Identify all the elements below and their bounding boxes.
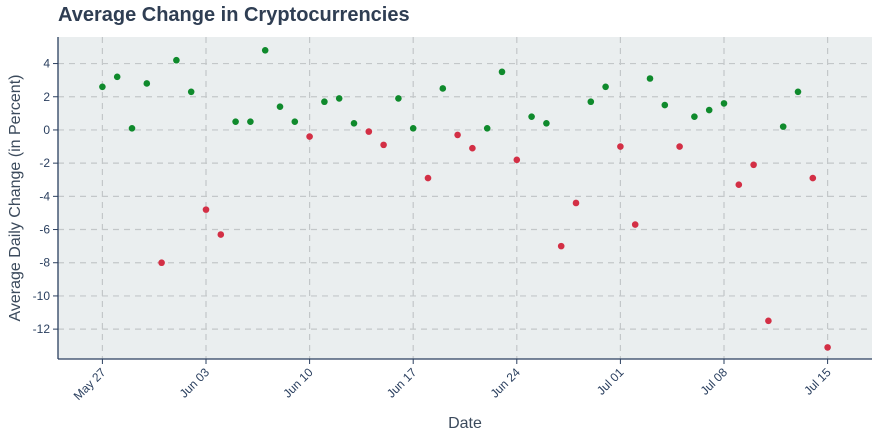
x-tick-label: Jun 24 — [488, 365, 524, 401]
data-point — [365, 128, 373, 135]
data-point — [498, 68, 506, 76]
data-point — [113, 73, 121, 81]
data-point — [247, 118, 254, 125]
data-point — [661, 101, 669, 109]
data-point — [765, 317, 772, 325]
data-point — [276, 103, 284, 111]
x-tick-label: May 27 — [71, 365, 109, 403]
y-tick-label: -2 — [39, 156, 50, 170]
data-point — [587, 98, 595, 106]
data-point — [128, 124, 136, 132]
x-tick-label: Jul 01 — [594, 365, 627, 398]
data-point — [720, 100, 728, 107]
data-points — [99, 46, 831, 351]
y-tick-label: -8 — [39, 256, 50, 270]
data-point — [232, 118, 239, 125]
data-point — [143, 80, 151, 87]
data-point — [158, 259, 165, 267]
y-tick-label: -4 — [39, 189, 50, 203]
data-point — [173, 56, 180, 64]
data-point — [602, 83, 609, 91]
data-point — [261, 46, 269, 54]
data-point — [99, 83, 106, 91]
data-point — [794, 88, 802, 96]
data-point — [217, 231, 225, 238]
data-point — [454, 131, 461, 139]
data-point — [676, 143, 683, 150]
data-point — [631, 221, 639, 228]
data-point — [528, 113, 535, 120]
y-axis-title: Average Daily Change (in Percent) — [7, 75, 24, 322]
plot-area — [58, 37, 872, 359]
data-point — [705, 106, 713, 114]
data-point — [750, 161, 757, 169]
data-point — [424, 174, 432, 182]
data-point — [291, 118, 299, 125]
data-point — [483, 124, 491, 132]
data-point — [779, 123, 787, 130]
data-point — [469, 144, 476, 152]
data-point — [617, 143, 624, 150]
y-tick-label: 2 — [43, 90, 50, 104]
x-tick-label: Jun 10 — [280, 365, 316, 401]
y-tick-label: 4 — [43, 57, 50, 71]
x-tick-label: Jul 08 — [698, 365, 731, 398]
data-point — [202, 206, 210, 213]
x-tick-label: Jun 17 — [384, 365, 420, 401]
y-tick-label: -6 — [39, 223, 50, 237]
data-point — [735, 181, 743, 189]
data-point — [380, 141, 387, 149]
y-tick-label: 0 — [43, 123, 50, 137]
data-point — [335, 95, 343, 102]
data-point — [409, 124, 417, 132]
chart-title: Average Change in Cryptocurrencies — [58, 4, 410, 26]
data-point — [543, 120, 550, 127]
data-point — [557, 242, 565, 250]
data-point — [321, 98, 328, 106]
data-point — [513, 156, 521, 164]
y-tick-label: -10 — [33, 289, 51, 303]
data-point — [306, 133, 313, 140]
data-point — [187, 88, 195, 96]
axes — [53, 37, 872, 364]
grid-lines — [58, 37, 872, 359]
data-point — [395, 95, 402, 102]
data-point — [439, 85, 447, 92]
x-tick-label: Jul 15 — [801, 365, 834, 398]
data-point — [809, 174, 817, 182]
y-tick-label: -12 — [33, 322, 51, 336]
data-point — [691, 113, 698, 120]
data-point — [824, 344, 831, 351]
data-point — [350, 120, 358, 127]
data-point — [646, 75, 654, 82]
x-axis-title: Date — [448, 415, 482, 432]
x-tick-label: Jun 03 — [177, 365, 213, 401]
data-point — [572, 199, 580, 207]
